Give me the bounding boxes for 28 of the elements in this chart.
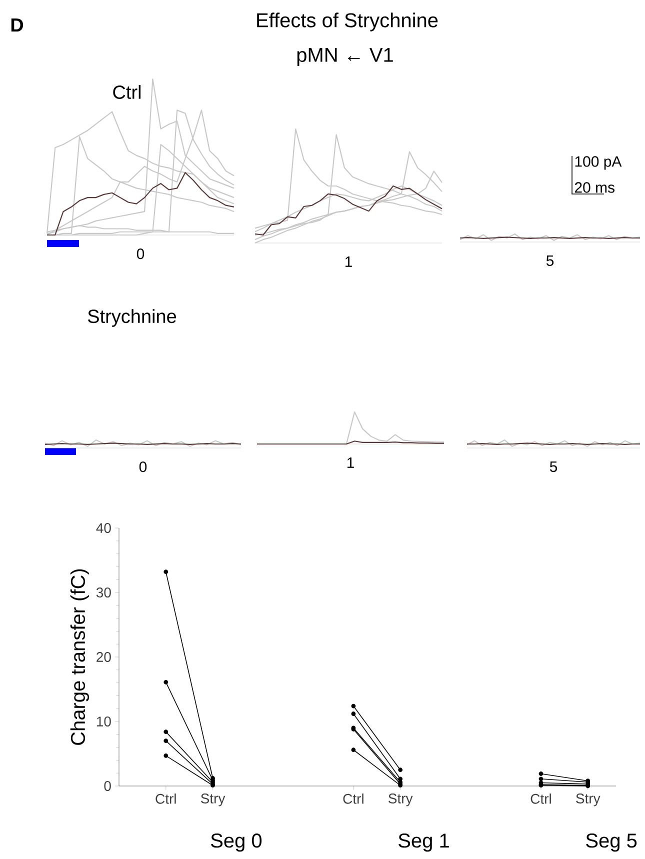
text: D [11,18,24,32]
y-tick-label: 10 [96,716,111,726]
x-tick-label: Stry [388,794,413,806]
x-tick-label: Ctrl [530,794,551,804]
x-axis-title: 5 [550,462,558,472]
text: Seg 5 [586,834,637,852]
y-tick-label: 40 [96,523,111,533]
x-tick-label: Ctrl [343,794,364,804]
text: Strychnine [88,309,176,327]
chart-title: Effects of Strychnine [257,12,438,32]
text: Seg 0 [211,834,262,852]
text: 20 ms [574,182,614,193]
y-tick-label: 0 [104,781,111,791]
chart-subtitle: pMN ← V1 [297,48,393,66]
y-tick-label: 20 [96,652,111,662]
x-axis-title: 5 [546,256,554,266]
x-tick-label: Stry [576,794,600,806]
y-tick-label: 30 [96,588,111,598]
y-axis-title: Charge transfer (fC) [70,569,90,745]
x-axis-title: 1 [347,458,354,468]
text: Seg 1 [398,834,449,852]
x-tick-label: Ctrl [156,794,176,804]
x-axis-title: 1 [345,256,352,267]
x-axis-title: 0 [136,248,144,260]
text: 100 pA [575,156,622,170]
x-axis-title: 0 [139,462,147,472]
annotation: Ctrl [113,85,141,99]
x-tick-label: Stry [200,794,226,806]
